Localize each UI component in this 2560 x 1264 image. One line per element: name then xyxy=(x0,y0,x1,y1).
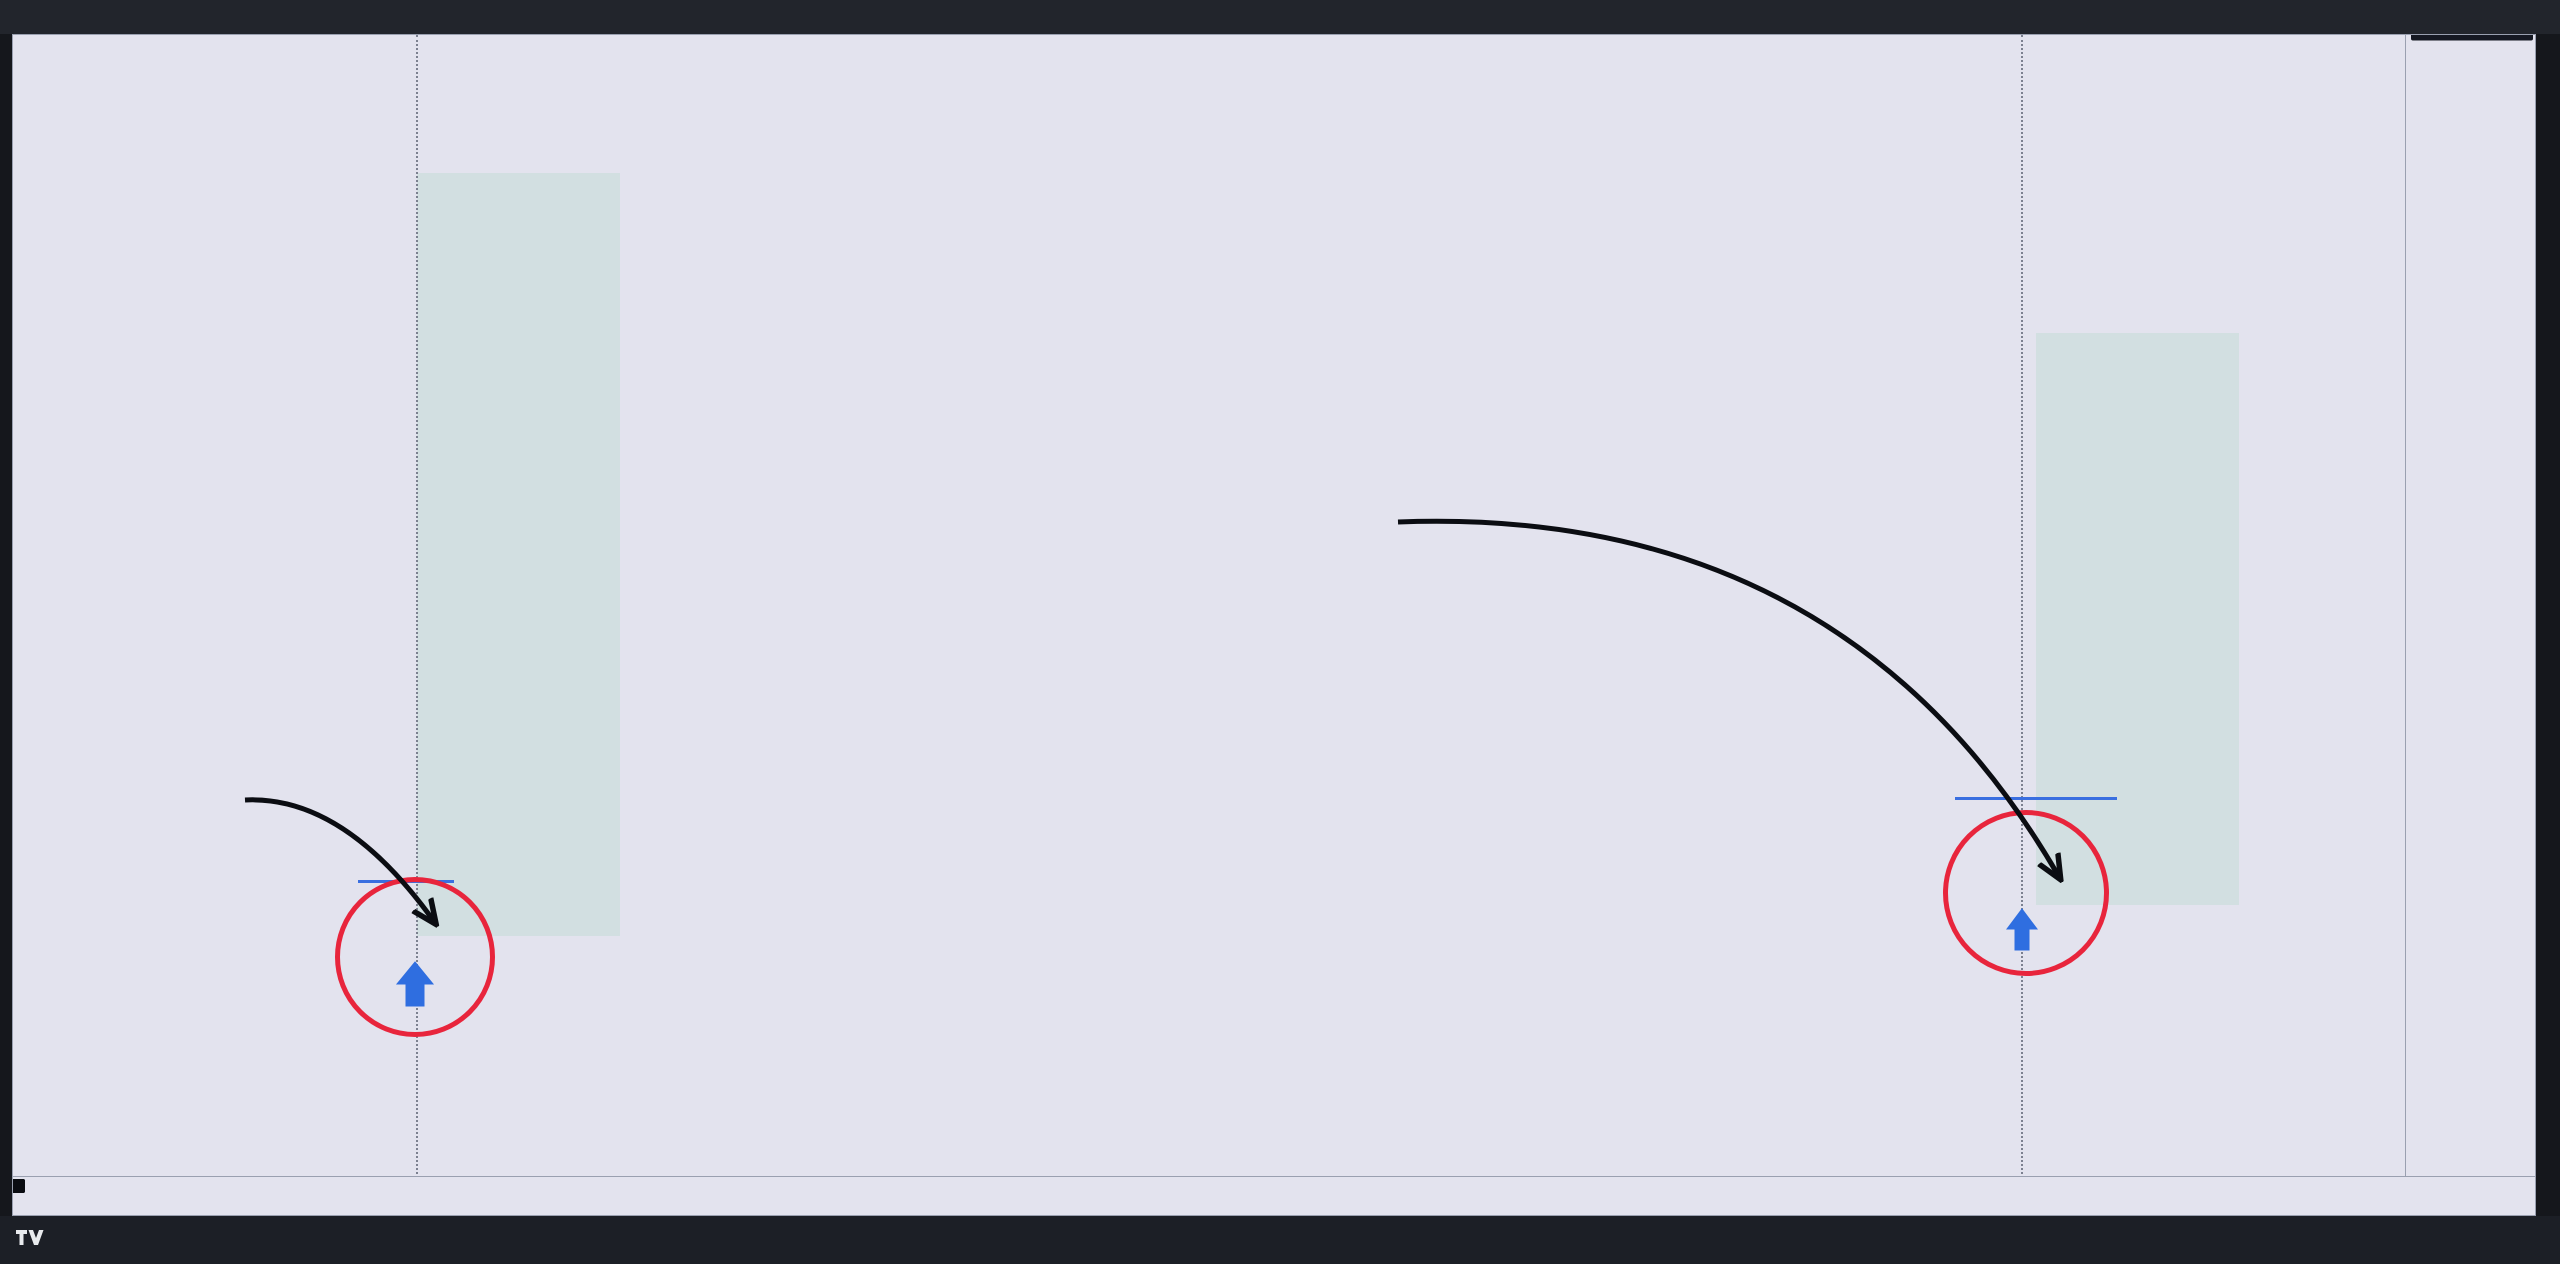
price-axis[interactable] xyxy=(2405,35,2535,1215)
tradingview-logo xyxy=(16,1228,46,1252)
current-price-badge xyxy=(2411,35,2533,41)
blue-resistance-line-2025[interactable] xyxy=(1955,797,2117,800)
branding-bar xyxy=(0,1216,2560,1264)
vertical-marker-2017 xyxy=(416,35,418,1178)
highlight-region-2025 xyxy=(2036,333,2239,905)
blue-up-arrow-2025[interactable] xyxy=(2004,907,2040,958)
blue-up-arrow-2017[interactable] xyxy=(394,960,436,1015)
vertical-marker-2025 xyxy=(2021,35,2023,1178)
highlight-region-2017 xyxy=(417,173,620,936)
plot-area[interactable] xyxy=(13,35,2406,1178)
publisher-bar xyxy=(0,0,2560,34)
time-axis[interactable] xyxy=(13,1176,2535,1215)
date-badge-right xyxy=(13,1179,25,1193)
chart-frame[interactable] xyxy=(12,34,2536,1216)
